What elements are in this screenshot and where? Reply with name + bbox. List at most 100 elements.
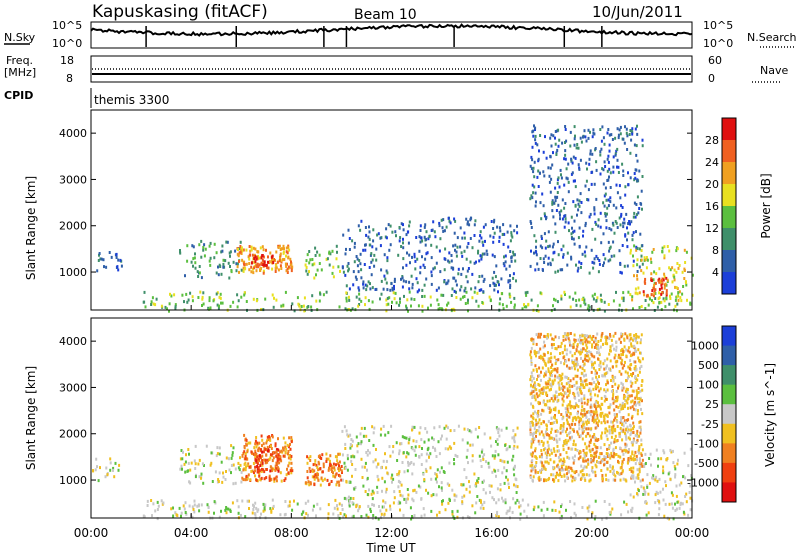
data-cell <box>209 241 212 245</box>
data-cell <box>597 340 600 343</box>
data-cell <box>510 300 513 304</box>
data-cell <box>503 460 506 464</box>
data-cell <box>542 433 545 437</box>
data-cell <box>554 429 557 433</box>
data-cell <box>510 255 513 259</box>
data-cell <box>98 253 100 257</box>
data-cell <box>539 134 542 137</box>
data-cell <box>583 451 586 455</box>
data-cell <box>306 461 309 465</box>
data-cell <box>611 138 614 141</box>
data-cell <box>689 447 692 451</box>
data-cell <box>593 182 596 186</box>
data-cell <box>576 143 579 146</box>
data-cell <box>403 470 406 474</box>
data-cell <box>535 342 538 346</box>
data-cell <box>200 503 203 507</box>
data-cell <box>554 136 556 140</box>
data-cell <box>551 209 554 213</box>
data-cell <box>579 136 582 140</box>
data-cell <box>616 158 619 162</box>
data-cell <box>618 184 621 188</box>
data-cell <box>563 206 566 210</box>
data-cell <box>442 229 445 233</box>
data-cell <box>268 458 271 461</box>
data-cell <box>238 270 240 274</box>
data-cell <box>229 254 231 258</box>
data-cell <box>596 378 599 382</box>
data-cell <box>605 427 608 431</box>
data-cell <box>291 302 294 306</box>
data-cell <box>541 366 544 370</box>
data-cell <box>453 462 456 466</box>
data-cell <box>471 459 474 463</box>
data-cell <box>678 506 681 510</box>
data-cell <box>453 429 456 432</box>
data-cell <box>614 416 617 420</box>
data-cell <box>284 445 287 449</box>
data-cell <box>570 215 573 219</box>
data-cell <box>593 361 596 365</box>
data-cell <box>462 267 464 271</box>
data-cell <box>564 217 567 221</box>
data-cell <box>594 438 597 442</box>
data-cell <box>676 287 679 291</box>
data-cell <box>633 336 636 340</box>
data-cell <box>602 362 605 366</box>
data-cell <box>635 203 638 206</box>
data-cell <box>239 250 242 254</box>
data-cell <box>287 256 290 260</box>
data-cell <box>552 251 555 255</box>
data-cell <box>217 307 220 311</box>
data-cell <box>115 256 118 259</box>
data-cell <box>289 447 292 451</box>
data-cell <box>538 418 541 422</box>
data-cell <box>571 354 574 358</box>
data-cell <box>274 444 277 448</box>
data-cell <box>372 228 375 232</box>
data-cell <box>215 271 218 275</box>
data-cell <box>369 287 372 291</box>
data-cell <box>531 374 534 378</box>
data-cell <box>479 459 482 463</box>
data-cell <box>670 450 673 454</box>
data-cell <box>441 502 444 506</box>
data-cell <box>491 253 494 257</box>
data-cell <box>591 454 594 458</box>
data-cell <box>611 431 614 435</box>
data-cell <box>255 436 258 439</box>
data-cell <box>193 256 196 260</box>
data-cell <box>537 505 540 509</box>
data-cell <box>430 509 433 513</box>
data-cell <box>423 440 426 444</box>
data-cell <box>566 467 569 471</box>
data-cell <box>586 334 589 338</box>
data-cell <box>646 258 649 262</box>
data-cell <box>260 434 263 438</box>
data-cell <box>543 353 546 357</box>
data-cell <box>623 448 626 452</box>
data-cell <box>542 268 544 272</box>
data-cell <box>629 424 632 428</box>
data-cell <box>627 418 630 422</box>
data-cell <box>487 461 490 465</box>
data-cell <box>606 169 609 173</box>
data-cell <box>538 432 541 436</box>
data-cell <box>542 500 545 504</box>
data-cell <box>291 508 294 512</box>
data-cell <box>554 408 557 412</box>
data-cell <box>663 245 666 249</box>
data-cell <box>580 476 583 480</box>
data-cell <box>345 514 347 518</box>
data-cell <box>290 471 293 475</box>
data-cell <box>554 298 557 302</box>
data-cell <box>541 467 544 471</box>
data-cell <box>466 301 469 305</box>
data-cell <box>613 438 616 441</box>
data-cell <box>424 427 427 431</box>
data-cell <box>569 350 572 354</box>
data-cell <box>463 468 466 472</box>
data-cell <box>660 300 663 304</box>
data-cell <box>561 141 564 145</box>
data-cell <box>554 414 556 417</box>
